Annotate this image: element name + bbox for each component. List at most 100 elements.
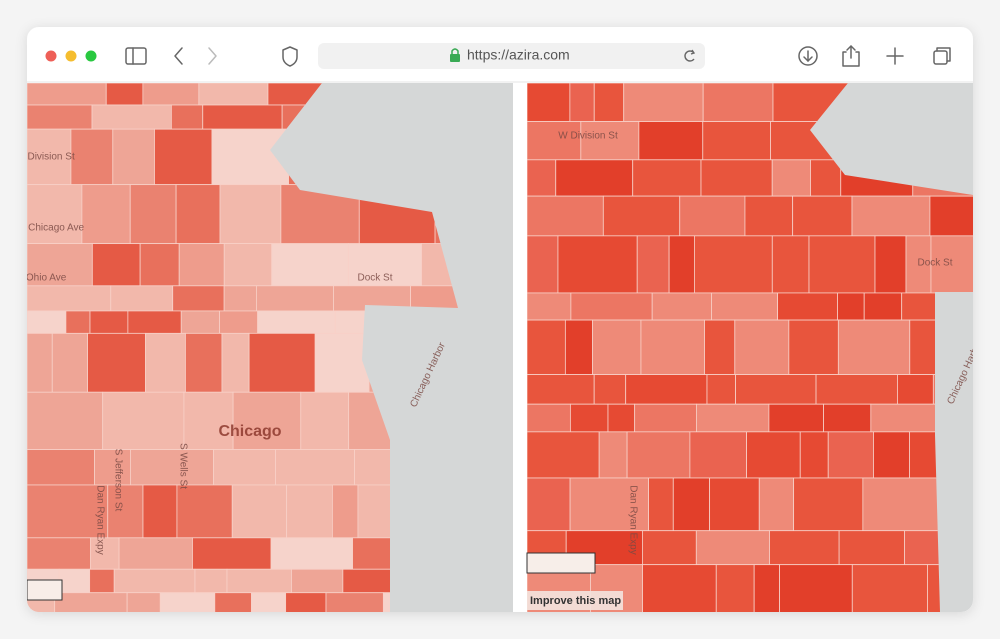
- tract: [793, 477, 864, 532]
- tract: [569, 403, 609, 433]
- tract: [746, 431, 801, 479]
- tract: [107, 484, 144, 539]
- legend-stub: [526, 552, 596, 574]
- tract: [704, 319, 736, 375]
- city-label: Chicago: [218, 423, 281, 440]
- tract: [602, 195, 681, 237]
- tract: [185, 332, 223, 393]
- tract: [527, 235, 559, 294]
- tract: [929, 195, 973, 237]
- attribution[interactable]: Improve this map: [530, 595, 621, 607]
- tract: [837, 319, 911, 375]
- tract: [300, 391, 350, 450]
- tract: [779, 564, 853, 612]
- tract: [231, 484, 288, 539]
- tract: [672, 477, 711, 532]
- viewport: W Division St W Chicago Ave W Ohio Ave Dock…: [15, 83, 973, 612]
- tract: [27, 243, 93, 287]
- tract: [275, 449, 356, 486]
- tract: [873, 431, 910, 479]
- tract: [625, 374, 708, 405]
- tract: [758, 477, 795, 532]
- street-label: Dock St: [917, 258, 952, 269]
- tract: [598, 431, 628, 479]
- url[interactable]: https://azira.com: [467, 47, 570, 63]
- tract: [118, 537, 193, 570]
- tract: [837, 292, 865, 321]
- minimize-button[interactable]: [65, 50, 77, 62]
- tract: [641, 530, 697, 566]
- tract: [139, 243, 180, 287]
- tract: [640, 319, 705, 375]
- tract: [702, 83, 774, 122]
- tract: [792, 195, 853, 237]
- tract: [527, 319, 566, 375]
- tract: [198, 83, 269, 106]
- tract: [897, 374, 934, 405]
- tract: [27, 128, 72, 186]
- downloads-button[interactable]: [798, 46, 818, 66]
- tract: [178, 243, 225, 287]
- tract: [213, 449, 276, 486]
- street-label: Dan Ryan Expy: [627, 485, 638, 554]
- tract: [175, 184, 221, 245]
- tract: [226, 568, 292, 594]
- tract: [570, 292, 653, 321]
- tract: [777, 292, 838, 321]
- lock-icon: [450, 48, 460, 62]
- tract: [105, 83, 144, 106]
- close-button[interactable]: [45, 50, 57, 62]
- tract: [593, 83, 625, 122]
- tract: [130, 449, 214, 486]
- privacy-shield[interactable]: [282, 46, 298, 67]
- tract: [221, 332, 250, 393]
- tract: [569, 83, 595, 122]
- tract: [527, 195, 604, 237]
- street-label: W Division St: [558, 131, 618, 142]
- tract: [314, 332, 370, 393]
- tract: [715, 564, 755, 612]
- tract: [331, 484, 359, 539]
- tract: [592, 319, 642, 375]
- choropleth-left: [27, 83, 458, 612]
- share-button[interactable]: [842, 45, 860, 67]
- tract: [256, 285, 334, 312]
- tract: [232, 391, 302, 450]
- tract: [27, 391, 104, 450]
- tract: [129, 184, 177, 245]
- tract: [771, 159, 811, 197]
- tract: [58, 568, 91, 594]
- tract: [827, 431, 874, 479]
- tract: [593, 374, 627, 405]
- tract: [142, 83, 200, 106]
- tract: [702, 121, 771, 161]
- tract: [694, 235, 773, 294]
- tract: [862, 477, 939, 532]
- tract: [347, 243, 422, 287]
- tract: [65, 310, 91, 334]
- reload-button[interactable]: [684, 49, 696, 62]
- street-label: W Division St: [15, 152, 75, 163]
- tract: [527, 403, 571, 433]
- zoom-button[interactable]: [85, 50, 97, 62]
- back-button[interactable]: [174, 47, 183, 65]
- tabs-button[interactable]: [933, 47, 951, 65]
- new-tab-button[interactable]: [886, 47, 904, 65]
- address-bar[interactable]: [318, 43, 705, 69]
- tract: [291, 568, 344, 594]
- street-label: W Chicago Ave: [16, 223, 85, 234]
- tract: [769, 530, 840, 566]
- sidebar-button[interactable]: [125, 47, 147, 65]
- tract: [970, 530, 973, 566]
- forward-button[interactable]: [208, 47, 217, 65]
- tract: [27, 310, 67, 334]
- tract: [634, 403, 697, 433]
- tract: [679, 195, 746, 237]
- tract: [219, 310, 259, 334]
- tract: [27, 285, 112, 312]
- tract: [170, 104, 204, 130]
- tract: [668, 235, 695, 294]
- tract: [286, 484, 333, 539]
- tract: [527, 121, 582, 161]
- tract: [527, 83, 571, 122]
